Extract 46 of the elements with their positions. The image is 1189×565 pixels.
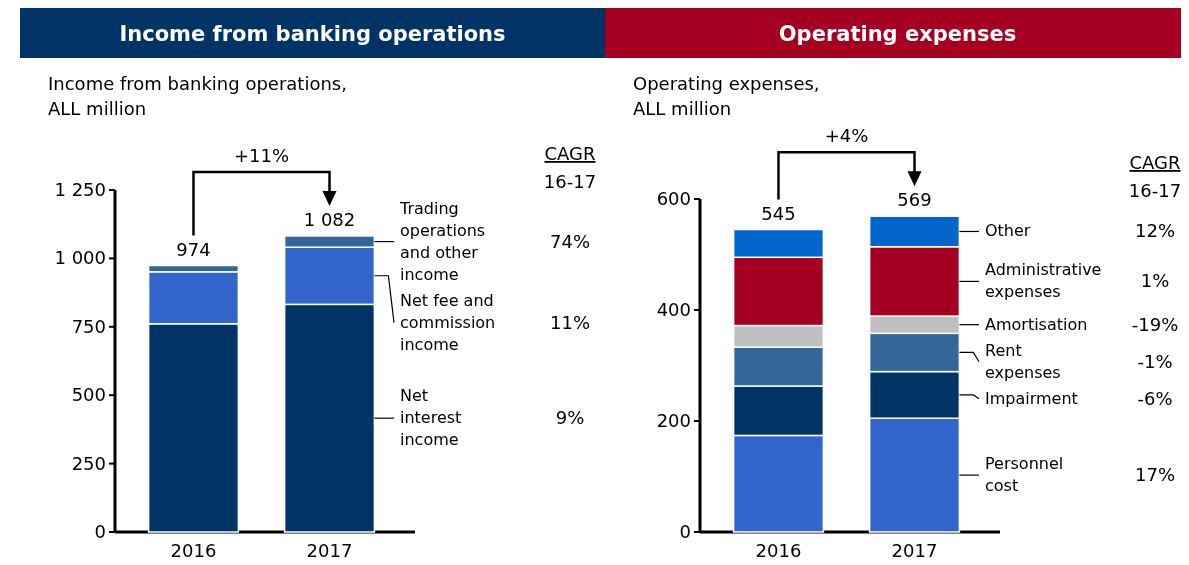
text: 74% <box>549 230 591 252</box>
series-label: Net fee and commission income <box>400 290 496 354</box>
series-label: Rent expenses <box>985 340 1061 382</box>
text: 12% <box>1134 220 1176 242</box>
text: 16-17 <box>1128 180 1182 201</box>
y-tick-label: 500 <box>71 384 106 406</box>
y-tick-label: 600 <box>656 188 691 209</box>
series-label: Personnel cost <box>985 454 1064 496</box>
total-label: 1 082 <box>303 208 356 230</box>
chart-subtitle: Income from banking operations, ALL million <box>48 73 347 119</box>
text: -1% <box>1137 350 1173 372</box>
total-label: 545 <box>761 202 796 224</box>
series-label: Impairment <box>985 388 1078 408</box>
x-tick-label: 2016 <box>170 540 217 561</box>
text: 1% <box>1140 270 1170 292</box>
text: -19% <box>1131 313 1179 335</box>
text: 16-17 <box>543 171 597 192</box>
y-tick-label: 200 <box>656 410 691 431</box>
x-tick-label: 2017 <box>891 540 938 561</box>
x-tick-label: 2016 <box>755 540 802 561</box>
series-label: Amortisation <box>985 314 1088 334</box>
y-tick-label: 0 <box>679 521 691 542</box>
text: -6% <box>1137 387 1173 409</box>
series-label: Trading operations and other income <box>399 198 486 284</box>
total-label: 974 <box>176 238 211 260</box>
chart-subtitle: Operating expenses, ALL million <box>633 73 820 119</box>
series-label: Net interest income <box>400 386 462 450</box>
chart-title: Income from banking operations <box>119 22 506 46</box>
y-tick-label: 250 <box>71 452 106 474</box>
text: 9% <box>555 407 585 429</box>
y-tick-label: 0 <box>94 521 106 542</box>
y-tick-label: 750 <box>71 315 106 337</box>
y-tick-label: 1 250 <box>54 179 106 200</box>
series-label: Administrative expenses <box>985 260 1102 302</box>
text: 17% <box>1134 464 1176 486</box>
text: +11% <box>233 144 290 166</box>
text: CAGR <box>1129 152 1181 173</box>
chart-title: Operating expenses <box>778 22 1017 46</box>
total-label: 569 <box>897 189 932 211</box>
text: 11% <box>549 311 591 333</box>
series-label: Other <box>985 221 1031 241</box>
y-tick-label: 1 000 <box>54 247 106 269</box>
y-tick-label: 400 <box>656 299 691 320</box>
text: CAGR <box>544 143 596 164</box>
text: +4% <box>824 125 869 147</box>
x-tick-label: 2017 <box>306 540 353 561</box>
